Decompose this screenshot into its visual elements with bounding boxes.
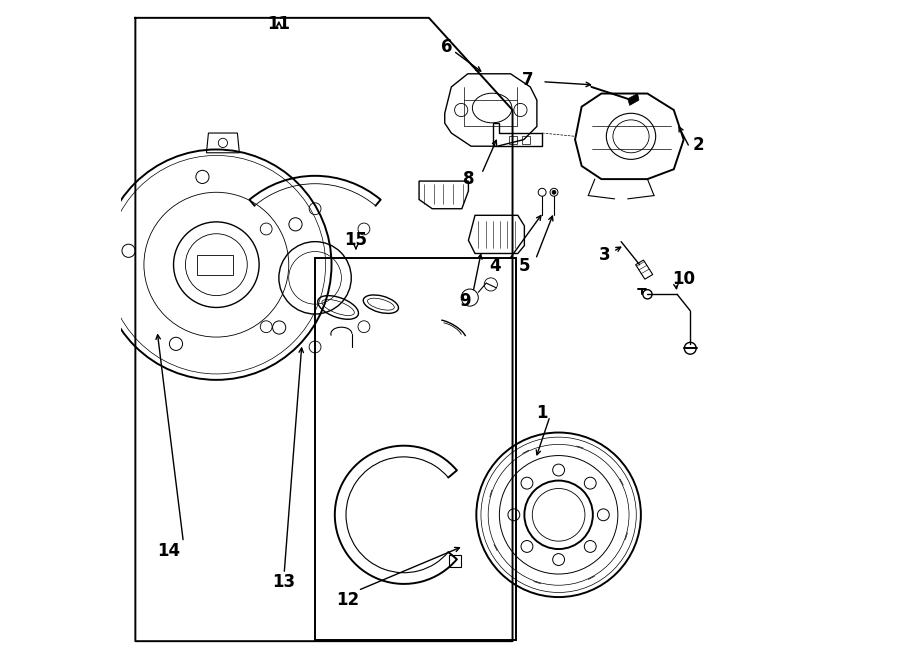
Text: 7: 7 <box>522 71 534 89</box>
Text: 1: 1 <box>536 404 548 422</box>
Text: 2: 2 <box>692 136 704 154</box>
Text: 3: 3 <box>598 247 610 264</box>
Bar <box>509 136 518 143</box>
Polygon shape <box>627 94 639 105</box>
Bar <box>196 254 233 274</box>
Text: 13: 13 <box>273 573 296 591</box>
Text: 10: 10 <box>672 270 695 288</box>
Text: 15: 15 <box>345 231 367 249</box>
Text: 5: 5 <box>518 257 530 275</box>
Circle shape <box>552 190 556 194</box>
Text: 6: 6 <box>441 38 453 56</box>
Polygon shape <box>635 260 652 279</box>
Text: 9: 9 <box>459 292 471 310</box>
Text: 12: 12 <box>337 592 359 609</box>
Bar <box>315 258 516 640</box>
Text: 8: 8 <box>463 170 474 188</box>
Bar <box>449 555 461 567</box>
Bar <box>522 136 530 143</box>
Text: 14: 14 <box>157 542 180 560</box>
Text: 4: 4 <box>489 257 500 275</box>
Text: 11: 11 <box>267 15 291 34</box>
